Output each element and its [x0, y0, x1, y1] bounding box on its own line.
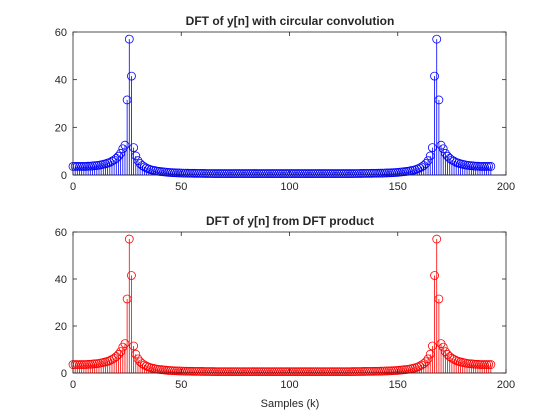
y-tick-label: 40 [55, 75, 67, 87]
stem-marker [471, 359, 481, 369]
stem-marker [430, 71, 439, 81]
y-tick-label: 0 [61, 170, 67, 182]
stem-marker [198, 169, 208, 178]
stem-marker [183, 168, 193, 178]
stem-marker [196, 169, 206, 178]
stem-marker [440, 148, 450, 158]
subplot-top-title: DFT of y[n] with circular convolution [186, 14, 395, 28]
stem-marker [124, 34, 134, 44]
y-tick-label: 20 [55, 321, 67, 333]
stem-marker [168, 366, 177, 376]
y-tick-label: 20 [55, 122, 67, 134]
stem-marker [209, 367, 219, 376]
stem-marker [142, 163, 152, 173]
x-tick-label: 50 [175, 379, 187, 391]
stem-marker [131, 349, 141, 359]
x-tick-label: 200 [497, 181, 515, 193]
stem-marker [176, 168, 186, 178]
stem-marker [174, 168, 184, 178]
subplot-bottom: DFT of y[n] from DFT product 0 50 100 150 20… [55, 214, 515, 410]
stem-marker [185, 366, 195, 376]
stem-marker [166, 168, 175, 177]
stem-marker [187, 168, 197, 178]
stem-marker [183, 366, 193, 376]
stem-marker [434, 95, 444, 105]
x-tick-label: 0 [70, 181, 76, 193]
stem-marker [192, 366, 201, 376]
stem-marker [179, 168, 188, 178]
x-tick-label: 150 [389, 379, 407, 391]
stem-marker [129, 341, 139, 351]
stem-marker [129, 143, 139, 152]
stem-marker [484, 360, 494, 369]
stem-marker [189, 366, 199, 376]
stem-marker [179, 366, 188, 376]
stem-marker [207, 169, 216, 178]
stem-marker [438, 144, 448, 154]
stem-marker [176, 366, 186, 376]
stem-marker [185, 168, 195, 178]
stem-marker [449, 354, 459, 364]
stem-marker [202, 367, 212, 376]
stem-marker [445, 153, 455, 163]
stem-marker [471, 161, 481, 171]
stem-marker [432, 234, 442, 244]
stem-marker [142, 361, 152, 371]
stem-marker [140, 360, 149, 370]
stem-marker [209, 169, 219, 178]
subplot-bottom-ticks: 0 50 100 150 200 0 20 40 60 [55, 227, 515, 391]
stem-marker [194, 367, 203, 376]
stem-marker [170, 168, 180, 178]
x-tick-label: 200 [497, 379, 515, 391]
x-tick-label: 100 [280, 181, 298, 193]
stem-marker [449, 156, 459, 166]
stem-marker [174, 366, 184, 376]
stem-marker [204, 169, 214, 178]
subplot-top-ticks: 0 50 100 150 200 0 20 40 60 [55, 27, 515, 193]
stem-marker [140, 162, 149, 172]
stem-marker [127, 71, 136, 81]
stem-marker [204, 367, 214, 376]
stem-marker [200, 169, 210, 178]
stem-marker [163, 167, 173, 177]
stem-marker [131, 151, 141, 161]
subplot-top: DFT of y[n] with circular convolution 0 5… [55, 14, 515, 193]
stem-marker [445, 352, 455, 361]
stem-marker [438, 342, 448, 352]
y-tick-label: 60 [55, 227, 67, 239]
stem-marker [170, 366, 180, 376]
stem-marker [486, 360, 496, 369]
stem-marker [192, 168, 201, 178]
stem-marker [207, 367, 216, 376]
stem-marker [163, 366, 173, 375]
stem-marker [196, 367, 206, 376]
stem-marker [187, 366, 197, 376]
stem-marker [430, 271, 439, 280]
stem-marker [189, 168, 199, 178]
x-tick-label: 50 [175, 181, 187, 193]
stem-marker [194, 168, 203, 178]
x-tick-label: 150 [389, 181, 407, 193]
stem-marker [168, 168, 177, 178]
subplot-bottom-title: DFT of y[n] from DFT product [206, 214, 374, 228]
stem-marker [127, 271, 136, 280]
x-tick-label: 100 [280, 379, 298, 391]
stem-marker [432, 34, 442, 44]
stem-marker [484, 162, 494, 171]
stem-marker [166, 366, 175, 375]
stem-marker [202, 169, 212, 178]
subplot-bottom-xlabel: Samples (k) [261, 398, 320, 410]
stem-marker [124, 234, 134, 244]
y-tick-label: 60 [55, 27, 67, 39]
stem-marker [200, 367, 210, 376]
y-tick-label: 0 [61, 368, 67, 380]
y-tick-label: 40 [55, 274, 67, 286]
x-tick-label: 0 [70, 379, 76, 391]
stem-marker [486, 162, 496, 171]
stem-marker [434, 294, 444, 304]
stem-marker [440, 347, 450, 357]
stem-marker [198, 367, 208, 376]
